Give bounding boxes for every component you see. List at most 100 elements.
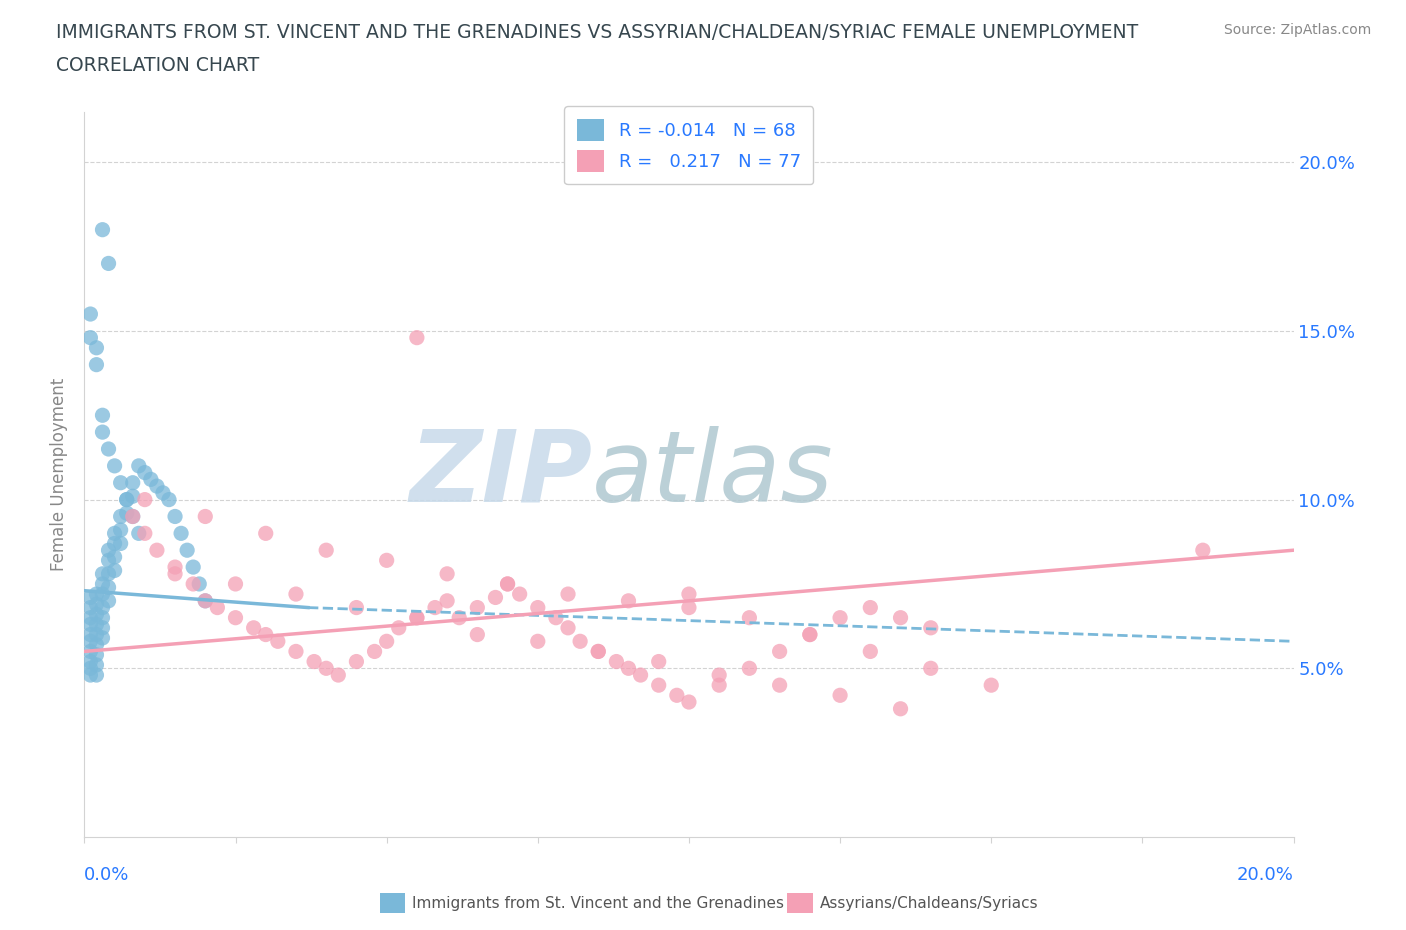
Point — [630, 668, 652, 683]
Point — [467, 600, 489, 615]
Point — [104, 550, 127, 565]
Point — [799, 627, 821, 642]
Point — [79, 610, 101, 625]
Point — [267, 634, 290, 649]
Point — [315, 661, 337, 676]
Point — [588, 644, 610, 658]
Point — [1192, 543, 1215, 558]
Point — [449, 610, 471, 625]
Point — [225, 610, 247, 625]
Point — [678, 695, 700, 710]
Text: 0.0%: 0.0% — [84, 866, 129, 884]
Text: 20.0%: 20.0% — [1237, 866, 1294, 884]
Point — [97, 543, 120, 558]
Point — [79, 661, 101, 676]
Point — [110, 475, 132, 490]
Point — [588, 644, 610, 658]
Point — [738, 610, 761, 625]
Point — [121, 509, 143, 524]
Point — [388, 620, 411, 635]
Point — [121, 475, 143, 490]
Point — [375, 634, 398, 649]
Point — [648, 678, 671, 693]
Point — [557, 587, 579, 602]
Point — [165, 560, 187, 575]
Point — [157, 492, 180, 507]
Point — [91, 222, 114, 237]
Point — [194, 509, 217, 524]
Point — [509, 587, 531, 602]
Point — [165, 509, 187, 524]
Point — [115, 506, 138, 521]
Point — [97, 553, 120, 568]
Point — [738, 661, 761, 676]
Point — [769, 644, 792, 658]
Point — [496, 577, 519, 591]
Point — [194, 593, 217, 608]
Point — [363, 644, 385, 658]
Point — [86, 597, 108, 612]
Point — [104, 563, 127, 578]
Text: atlas: atlas — [592, 426, 834, 523]
Point — [709, 668, 731, 683]
Point — [79, 668, 101, 683]
Point — [436, 566, 458, 581]
Point — [859, 600, 882, 615]
Point — [544, 610, 567, 625]
Point — [678, 600, 700, 615]
Text: CORRELATION CHART: CORRELATION CHART — [56, 56, 260, 74]
Point — [134, 465, 156, 480]
Point — [406, 610, 429, 625]
Point — [569, 634, 592, 649]
Point — [346, 600, 368, 615]
Text: ZIP: ZIP — [409, 426, 592, 523]
Point — [86, 340, 108, 355]
Point — [678, 587, 700, 602]
Point — [423, 600, 446, 615]
Point — [194, 593, 217, 608]
Point — [181, 560, 204, 575]
Point — [328, 668, 350, 683]
Point — [146, 479, 169, 494]
Point — [91, 566, 114, 581]
Point — [496, 577, 519, 591]
Point — [799, 627, 821, 642]
Point — [104, 536, 127, 551]
Text: Immigrants from St. Vincent and the Grenadines: Immigrants from St. Vincent and the Gren… — [412, 896, 785, 910]
Point — [91, 577, 114, 591]
Point — [104, 458, 127, 473]
Point — [139, 472, 162, 486]
Point — [86, 617, 108, 631]
Point — [97, 256, 120, 271]
Point — [188, 577, 211, 591]
Point — [79, 634, 101, 649]
Point — [890, 610, 912, 625]
Point — [110, 523, 132, 538]
Point — [181, 577, 204, 591]
Point — [79, 330, 101, 345]
Point — [121, 509, 143, 524]
Point — [467, 627, 489, 642]
Point — [302, 654, 325, 669]
Point — [207, 600, 229, 615]
Point — [91, 600, 114, 615]
Point — [859, 644, 882, 658]
Point — [86, 587, 108, 602]
Point — [557, 620, 579, 635]
Point — [254, 627, 277, 642]
Point — [406, 330, 429, 345]
Point — [648, 654, 671, 669]
Point — [605, 654, 627, 669]
Point — [86, 607, 108, 622]
Point — [91, 408, 114, 423]
Point — [79, 590, 101, 604]
Point — [86, 627, 108, 642]
Text: IMMIGRANTS FROM ST. VINCENT AND THE GRENADINES VS ASSYRIAN/CHALDEAN/SYRIAC FEMAL: IMMIGRANTS FROM ST. VINCENT AND THE GREN… — [56, 23, 1139, 42]
Point — [91, 620, 114, 635]
Point — [617, 661, 640, 676]
Point — [769, 678, 792, 693]
Point — [527, 634, 550, 649]
Point — [115, 492, 138, 507]
Point — [830, 688, 852, 703]
Point — [617, 593, 640, 608]
